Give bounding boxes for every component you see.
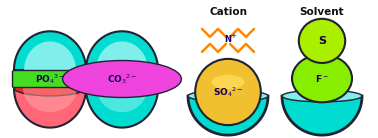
Ellipse shape xyxy=(198,84,257,104)
Text: N: N xyxy=(225,35,231,44)
Text: PO$_4$$^{3-}$: PO$_4$$^{3-}$ xyxy=(35,72,65,86)
Ellipse shape xyxy=(195,59,261,125)
Ellipse shape xyxy=(299,19,345,63)
Text: SO$_4$$^{2-}$: SO$_4$$^{2-}$ xyxy=(213,85,243,99)
Text: F$^-$: F$^-$ xyxy=(315,73,329,84)
Ellipse shape xyxy=(63,61,181,97)
Polygon shape xyxy=(14,31,86,70)
Ellipse shape xyxy=(282,90,362,102)
Ellipse shape xyxy=(97,64,147,112)
FancyBboxPatch shape xyxy=(12,71,87,87)
Ellipse shape xyxy=(212,75,245,89)
Polygon shape xyxy=(282,96,362,135)
Text: Cation: Cation xyxy=(209,7,247,17)
Polygon shape xyxy=(86,88,158,128)
Polygon shape xyxy=(86,31,158,70)
Polygon shape xyxy=(14,88,86,128)
Text: Solvent: Solvent xyxy=(300,7,344,17)
Ellipse shape xyxy=(292,55,352,102)
Ellipse shape xyxy=(23,64,77,112)
Text: S: S xyxy=(318,36,326,46)
Ellipse shape xyxy=(14,80,86,96)
Polygon shape xyxy=(96,41,148,70)
Text: CO$_3$$^{2-}$: CO$_3$$^{2-}$ xyxy=(107,72,137,86)
Polygon shape xyxy=(24,41,76,70)
Ellipse shape xyxy=(86,80,158,96)
Polygon shape xyxy=(188,96,268,135)
Text: +: + xyxy=(230,33,236,39)
Ellipse shape xyxy=(188,90,268,102)
